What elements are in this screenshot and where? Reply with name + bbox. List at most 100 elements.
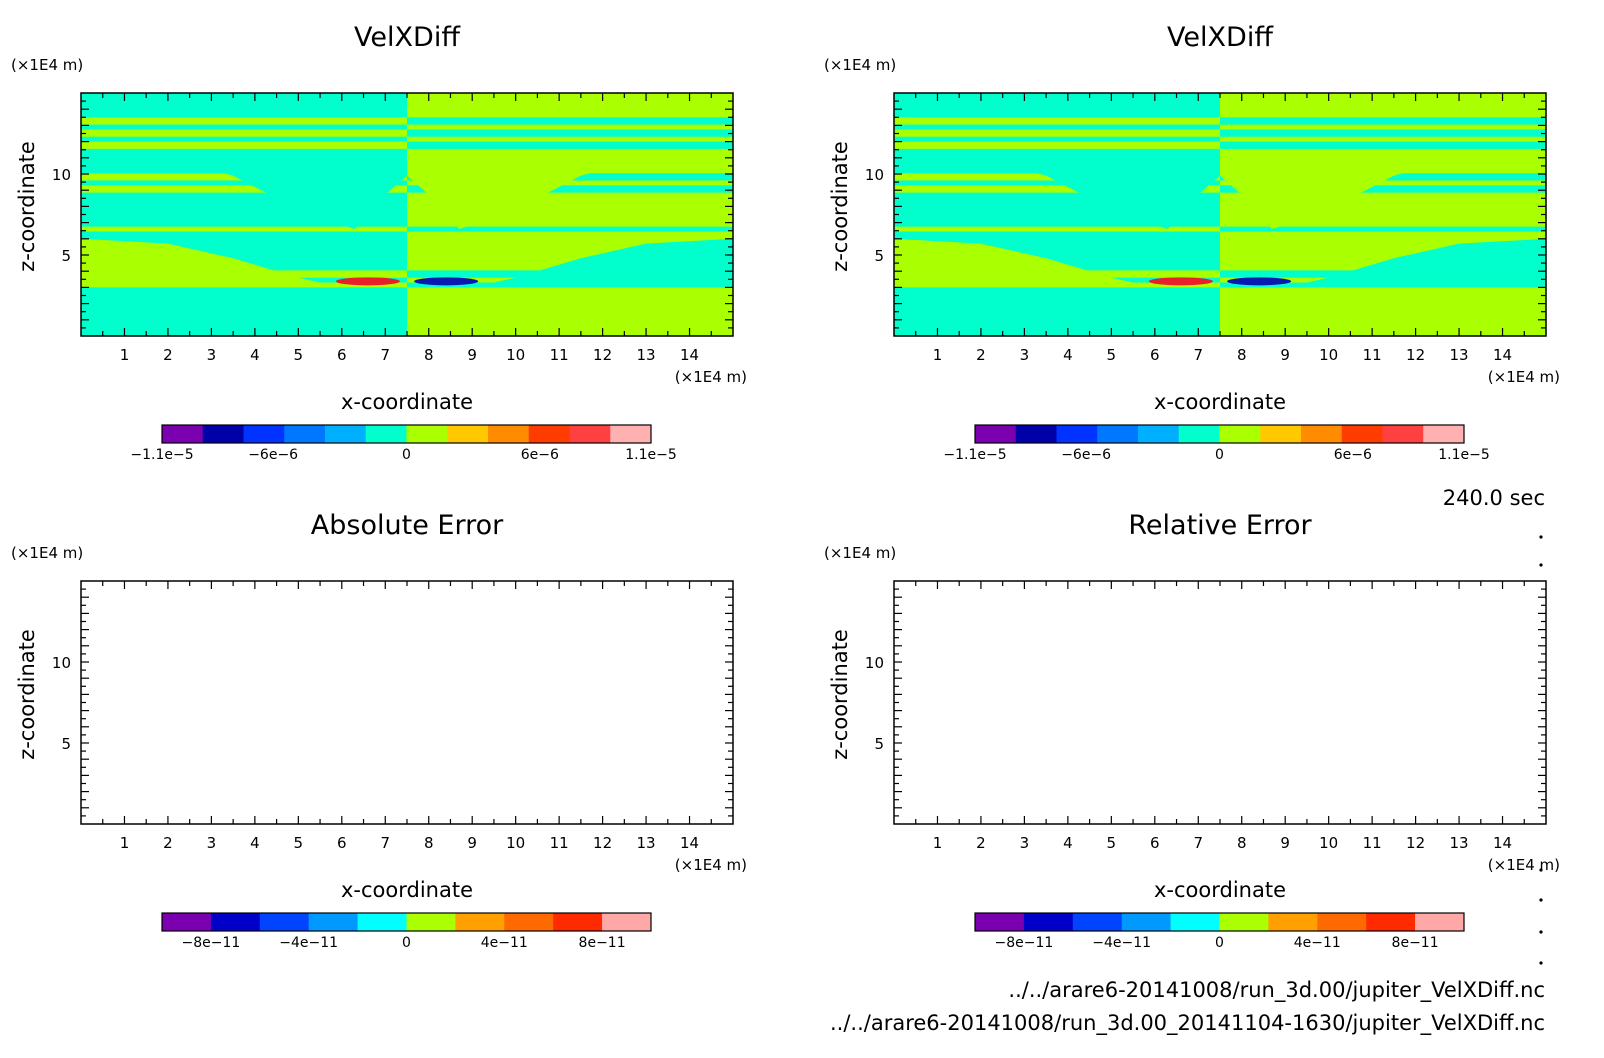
colorbar-label: 6e−6 [1334, 447, 1372, 463]
x-tick-label: 1 [120, 346, 130, 364]
x-tick-label: 3 [207, 834, 217, 852]
panel-title: VelXDiff [1167, 22, 1274, 53]
file-path-1: ../../arare6-20141008/run_3d.00/jupiter_… [1008, 978, 1545, 1003]
x-tick-label: 14 [1493, 346, 1512, 364]
panel-title: Relative Error [1128, 510, 1312, 541]
x-tick-label: 4 [250, 834, 260, 852]
colorbar-swatch [1023, 913, 1074, 931]
x-tick-label: 12 [593, 346, 612, 364]
x-tick-label: 2 [976, 834, 986, 852]
chart-panel-3: Absolute Error(×1E4 m)1 2 3 4 5 6 7 8 9 10 11 12 13 1… [11, 510, 747, 951]
colorbar-label: 0 [1215, 935, 1224, 951]
x-unit-label: (×1E4 m) [675, 856, 747, 874]
x-tick-label: 8 [1237, 346, 1247, 364]
colorbar-swatch [1138, 425, 1180, 443]
x-tick-label: 11 [1363, 346, 1382, 364]
colorbar-label: −8e−11 [182, 935, 241, 951]
panel-title: VelXDiff [354, 22, 461, 53]
x-tick-label: 13 [1450, 834, 1469, 852]
colorbar-swatch [406, 913, 456, 931]
x-tick-label: 13 [637, 346, 656, 364]
x-tick-label: 7 [380, 346, 390, 364]
x-tick-label: 11 [1363, 834, 1382, 852]
colorbar-swatch [455, 913, 505, 931]
x-tick-label: 14 [680, 346, 699, 364]
colorbar-label: 4e−11 [481, 935, 528, 951]
x-unit-label: (×1E4 m) [1488, 368, 1560, 386]
colorbar-swatch [553, 913, 603, 931]
colorbar-swatch [325, 425, 367, 443]
colorbar-swatch [162, 913, 212, 931]
x-tick-label: 5 [294, 834, 304, 852]
x-tick-label: 12 [1406, 834, 1425, 852]
field-area [81, 93, 733, 336]
y-unit-label: (×1E4 m) [824, 544, 896, 562]
side-dots [1539, 535, 1543, 965]
colorbar-swatch [1260, 425, 1302, 443]
colorbar-swatch [569, 425, 611, 443]
colorbar-label: 1.1e−5 [625, 447, 677, 463]
colorbar-swatch [504, 913, 554, 931]
colorbar-swatch [1178, 425, 1220, 443]
x-tick-label: 10 [506, 346, 525, 364]
colorbar-swatch [1317, 913, 1367, 931]
chart-panel-2: VelXDiff(×1E4 m)1 2 3 4 5 6 7 8 9 10 11 12 13 14510(×… [824, 22, 1560, 463]
colorbar-label: −4e−11 [1092, 935, 1151, 951]
colorbar-label: 1.1e−5 [1438, 447, 1490, 463]
x-tick-label: 2 [163, 834, 173, 852]
y-tick-label: 5 [61, 735, 71, 753]
x-tick-label: 5 [1107, 834, 1117, 852]
x-tick-label: 4 [250, 346, 260, 364]
colorbar-swatch [1072, 913, 1122, 931]
x-tick-label: 4 [1063, 834, 1073, 852]
colorbar-swatch [1382, 425, 1424, 443]
colorbar-swatch [202, 425, 244, 443]
x-axis-title: x-coordinate [1154, 390, 1286, 414]
y-unit-label: (×1E4 m) [11, 544, 83, 562]
colorbar-label: 4e−11 [1294, 935, 1341, 951]
x-tick-label: 3 [1020, 346, 1030, 364]
y-axis-title: z-coordinate [828, 141, 852, 272]
colorbar-swatch [162, 425, 204, 443]
colorbar-label: −8e−11 [995, 935, 1054, 951]
colorbar-label: 0 [402, 935, 411, 951]
x-tick-label: 9 [1280, 834, 1290, 852]
y-tick-label: 5 [61, 247, 71, 265]
chart-panel-4: Relative Error(×1E4 m)1 2 3 4 5 6 7 8 9 10 11 12 13 1… [824, 510, 1560, 951]
chart-panel-1: VelXDiff(×1E4 m)1 2 3 4 5 6 7 8 9 10 11 12 13 14510(×… [11, 22, 747, 463]
colorbar-swatch [602, 913, 652, 931]
x-tick-label: 5 [1107, 346, 1117, 364]
x-tick-label: 7 [380, 834, 390, 852]
colorbar-swatch [365, 425, 407, 443]
x-tick-label: 1 [933, 346, 943, 364]
colorbar-label: 6e−6 [521, 447, 559, 463]
x-tick-label: 6 [337, 346, 347, 364]
colorbar-label: 8e−11 [1392, 935, 1439, 951]
y-tick-label: 10 [865, 654, 884, 672]
x-tick-label: 2 [976, 346, 986, 364]
x-unit-label: (×1E4 m) [675, 368, 747, 386]
colorbar-swatch [1219, 425, 1261, 443]
colorbar-swatch [1015, 425, 1057, 443]
x-tick-label: 11 [550, 834, 569, 852]
x-tick-label: 12 [1406, 346, 1425, 364]
colorbar-swatch [1268, 913, 1318, 931]
panel-title: Absolute Error [311, 510, 504, 541]
colorbar-swatch [1121, 913, 1171, 931]
y-axis-title: z-coordinate [828, 629, 852, 760]
x-axis-title: x-coordinate [1154, 878, 1286, 902]
colorbar-swatch [1341, 425, 1383, 443]
colorbar-swatch [308, 913, 358, 931]
colorbar-label: −1.1e−5 [130, 447, 193, 463]
colorbar-swatch [210, 913, 261, 931]
colorbar-swatch [406, 425, 448, 443]
x-tick-label: 8 [424, 834, 434, 852]
x-tick-label: 5 [294, 346, 304, 364]
x-tick-label: 7 [1193, 834, 1203, 852]
colorbar-swatch [1170, 913, 1220, 931]
colorbar-label: 0 [402, 447, 411, 463]
x-tick-label: 12 [593, 834, 612, 852]
x-axis-title: x-coordinate [341, 390, 473, 414]
colorbar-swatch [243, 425, 285, 443]
